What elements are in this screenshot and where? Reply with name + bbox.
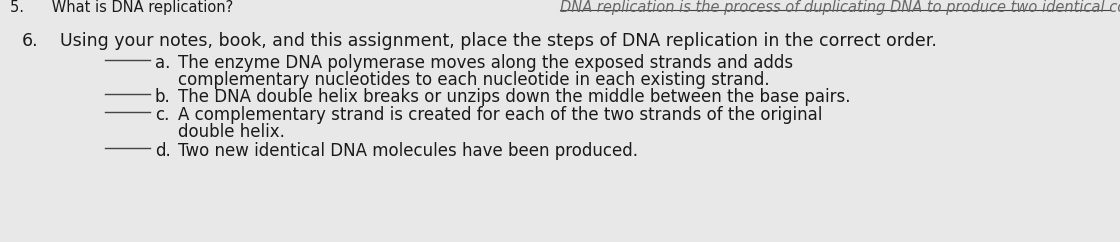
Text: a.: a. bbox=[155, 54, 170, 72]
Text: The DNA double helix breaks or unzips down the middle between the base pairs.: The DNA double helix breaks or unzips do… bbox=[178, 88, 850, 106]
Text: d.: d. bbox=[155, 142, 170, 160]
Text: c.: c. bbox=[155, 106, 169, 124]
Text: complementary nucleotides to each nucleotide in each existing strand.: complementary nucleotides to each nucleo… bbox=[178, 71, 769, 89]
Text: The enzyme DNA polymerase moves along the exposed strands and adds: The enzyme DNA polymerase moves along th… bbox=[178, 54, 793, 72]
Text: b.: b. bbox=[155, 88, 170, 106]
Text: 5.      What is DNA replication?: 5. What is DNA replication? bbox=[10, 0, 233, 15]
Text: A complementary strand is created for each of the two strands of the original: A complementary strand is created for ea… bbox=[178, 106, 822, 124]
Text: double helix.: double helix. bbox=[178, 123, 284, 141]
Text: 6.: 6. bbox=[22, 32, 38, 50]
Text: Using your notes, book, and this assignment, place the steps of DNA replication : Using your notes, book, and this assignm… bbox=[60, 32, 936, 50]
Text: Two new identical DNA molecules have been produced.: Two new identical DNA molecules have bee… bbox=[178, 142, 638, 160]
Text: DNA replication is the process of duplicating DNA to produce two identical copie: DNA replication is the process of duplic… bbox=[560, 0, 1120, 15]
